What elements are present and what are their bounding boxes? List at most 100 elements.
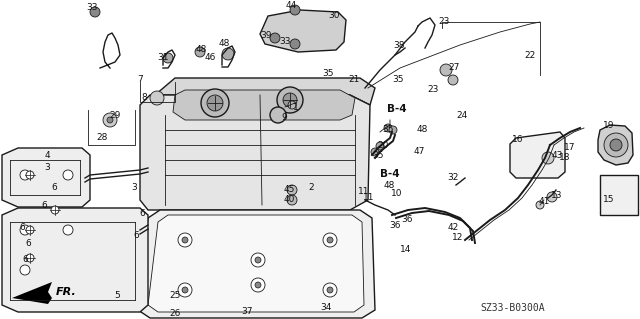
Circle shape (610, 139, 622, 151)
Circle shape (283, 93, 297, 107)
Text: 21: 21 (348, 75, 360, 84)
Text: 35: 35 (323, 70, 333, 78)
Text: 40: 40 (284, 196, 294, 204)
Text: 18: 18 (559, 153, 571, 162)
Text: 48: 48 (383, 181, 395, 189)
Circle shape (20, 265, 30, 275)
Text: 25: 25 (170, 292, 180, 300)
Polygon shape (138, 210, 375, 318)
Text: 43: 43 (551, 151, 563, 160)
Circle shape (542, 152, 554, 164)
Circle shape (536, 201, 544, 209)
Polygon shape (140, 95, 370, 210)
Circle shape (389, 126, 397, 134)
Circle shape (207, 95, 223, 111)
Circle shape (20, 225, 30, 235)
Text: SZ33-B0300A: SZ33-B0300A (480, 303, 545, 313)
Circle shape (376, 142, 384, 150)
Circle shape (327, 287, 333, 293)
Polygon shape (260, 10, 346, 52)
Text: 47: 47 (413, 147, 425, 157)
Text: 6: 6 (41, 201, 47, 210)
Circle shape (26, 171, 34, 179)
Text: B-4: B-4 (380, 169, 400, 179)
Circle shape (178, 233, 192, 247)
Polygon shape (600, 175, 638, 215)
Circle shape (63, 225, 73, 235)
Circle shape (323, 233, 337, 247)
Text: 3: 3 (131, 183, 137, 192)
Circle shape (182, 237, 188, 243)
Text: B-4: B-4 (387, 104, 407, 114)
Circle shape (103, 113, 117, 127)
Text: 48: 48 (195, 44, 207, 54)
Text: 26: 26 (170, 308, 180, 317)
Polygon shape (2, 148, 90, 207)
Text: 9: 9 (281, 113, 287, 122)
Circle shape (255, 257, 261, 263)
Polygon shape (510, 132, 565, 178)
Text: 34: 34 (320, 302, 332, 311)
Text: 48: 48 (416, 124, 428, 133)
Text: 4: 4 (44, 151, 50, 160)
Text: 27: 27 (448, 63, 460, 72)
Text: 24: 24 (456, 112, 468, 121)
Text: 7: 7 (137, 76, 143, 85)
Circle shape (178, 283, 192, 297)
Text: 33: 33 (279, 38, 291, 47)
Text: 6: 6 (19, 224, 25, 233)
Polygon shape (155, 78, 375, 105)
Text: 6: 6 (22, 255, 28, 263)
Text: 35: 35 (392, 75, 404, 84)
Text: 29: 29 (109, 112, 121, 121)
Circle shape (440, 64, 452, 76)
Text: 10: 10 (391, 189, 403, 197)
Circle shape (290, 5, 300, 15)
Circle shape (277, 87, 303, 113)
Text: 44: 44 (285, 2, 296, 11)
Text: 13: 13 (551, 190, 563, 199)
Circle shape (20, 170, 30, 180)
Circle shape (251, 253, 265, 267)
Circle shape (270, 107, 286, 123)
Text: 30: 30 (328, 11, 340, 19)
Circle shape (448, 75, 458, 85)
Text: 23: 23 (438, 18, 450, 26)
Circle shape (547, 192, 557, 202)
Circle shape (201, 89, 229, 117)
Circle shape (384, 124, 392, 132)
Text: FR.: FR. (56, 287, 77, 297)
Text: 35: 35 (382, 125, 394, 135)
Text: 15: 15 (604, 196, 615, 204)
Text: 5: 5 (114, 291, 120, 300)
Text: 3: 3 (44, 162, 50, 172)
Text: 45: 45 (284, 184, 294, 194)
Text: 38: 38 (393, 41, 404, 50)
Text: 41: 41 (538, 197, 550, 206)
Text: 6: 6 (133, 232, 139, 241)
Circle shape (222, 48, 234, 60)
Text: 6: 6 (139, 209, 145, 218)
Circle shape (270, 33, 280, 43)
Text: 31: 31 (157, 53, 169, 62)
Circle shape (323, 283, 337, 297)
Circle shape (604, 133, 628, 157)
Text: 14: 14 (400, 244, 412, 254)
Text: 8: 8 (141, 93, 147, 101)
Polygon shape (598, 125, 633, 165)
Text: 12: 12 (452, 234, 464, 242)
Circle shape (51, 206, 59, 214)
Text: 19: 19 (604, 122, 615, 130)
Text: 36: 36 (389, 221, 401, 231)
Text: 11: 11 (364, 194, 375, 203)
Text: 11: 11 (358, 187, 370, 196)
Circle shape (195, 47, 205, 57)
Text: 6: 6 (25, 240, 31, 249)
Circle shape (26, 254, 34, 262)
Circle shape (107, 117, 113, 123)
Circle shape (150, 91, 164, 105)
Text: 28: 28 (96, 133, 108, 143)
Circle shape (182, 287, 188, 293)
Text: 20: 20 (378, 142, 388, 151)
Text: 2: 2 (308, 182, 314, 191)
